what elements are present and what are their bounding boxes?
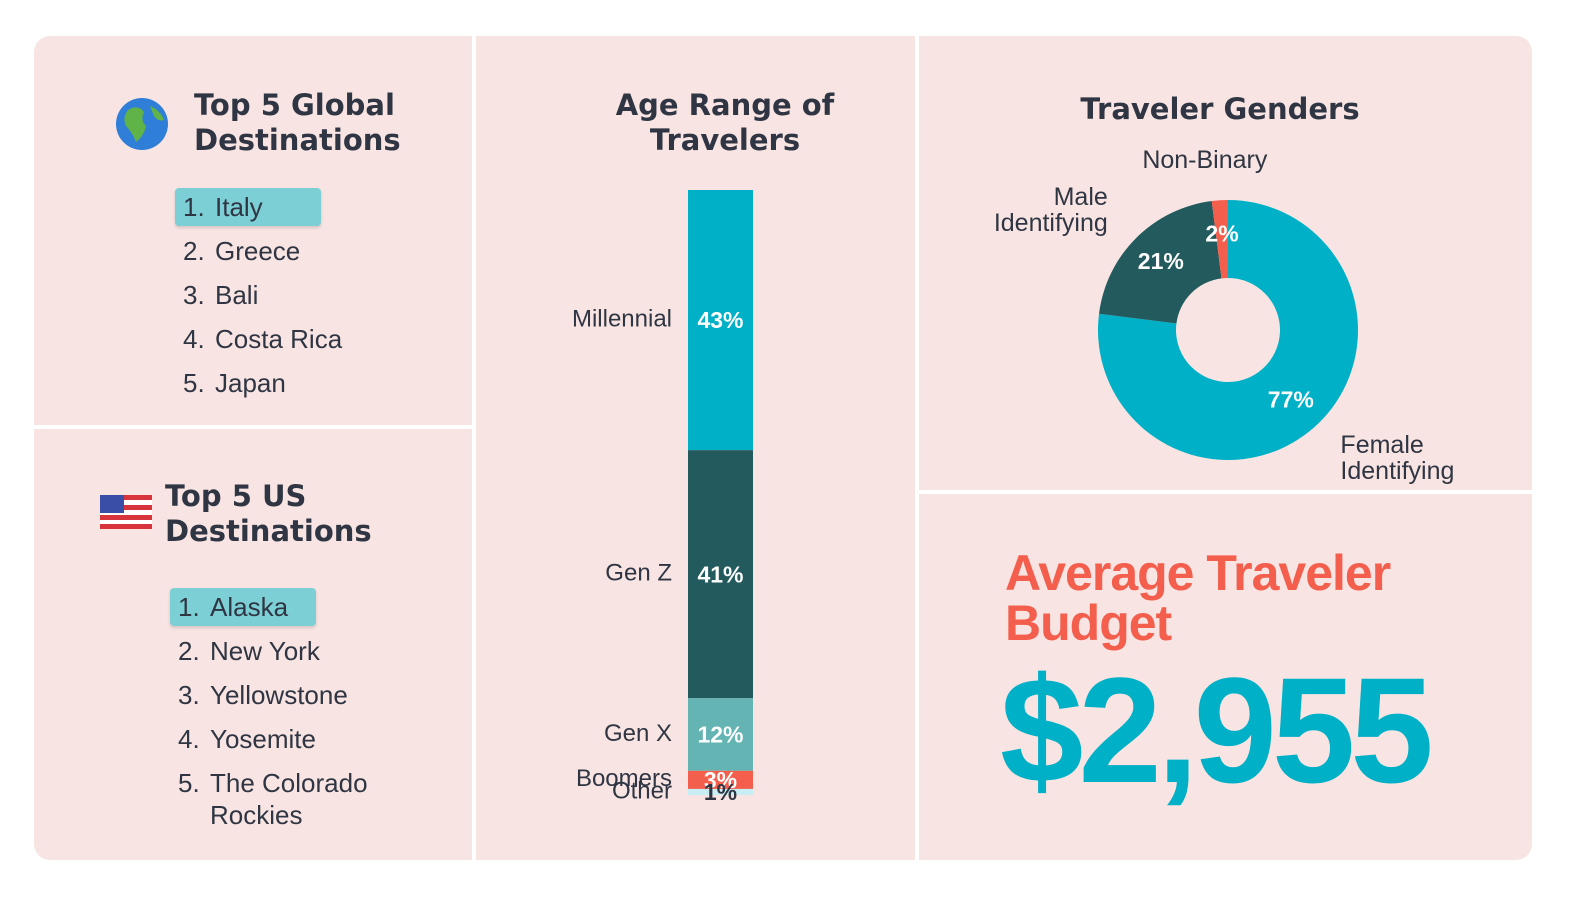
item-name: Yellowstone — [210, 680, 348, 710]
global-panel — [34, 36, 472, 425]
list-item: 2. New York — [170, 632, 328, 670]
bar-segment — [688, 450, 753, 699]
category-label: Gen Z — [605, 560, 672, 587]
budget-panel — [919, 494, 1532, 860]
item-rank: 2. — [183, 236, 205, 266]
donut-slice — [1098, 200, 1358, 460]
item-rank: 4. — [178, 724, 200, 754]
item-name: Greece — [215, 236, 301, 266]
bar-segment — [688, 770, 753, 789]
list-item: 3. Yellowstone — [170, 676, 356, 714]
item-rank: 5. — [178, 768, 200, 798]
category-label: Non-Binary — [1142, 146, 1268, 175]
category-label: Female Identifying — [1340, 430, 1455, 485]
list-item: 5. The Colorado Rockies — [170, 764, 406, 834]
value-label: 21% — [1138, 248, 1184, 274]
budget-title: Average Traveler Budget — [1005, 545, 1391, 651]
item-rank: 2. — [178, 636, 200, 666]
donut-slice — [1099, 201, 1222, 324]
age-title: Age Range of Travelers — [615, 88, 835, 157]
item-name: Yosemite — [210, 724, 316, 754]
item-name: New York — [210, 636, 320, 666]
list-item: 4. Yosemite — [170, 720, 324, 758]
list-item: 2. Greece — [175, 232, 308, 270]
bar-segment — [688, 788, 753, 795]
category-label: Millennial — [572, 305, 672, 332]
item-name: Italy — [215, 192, 263, 222]
us-title: Top 5 US Destinations — [165, 479, 372, 548]
category-label: Male Identifying — [993, 182, 1108, 237]
item-name: Bali — [215, 280, 259, 310]
flag-icon — [100, 495, 152, 529]
gender-title: Traveler Genders — [1080, 92, 1360, 126]
item-name: Japan — [215, 368, 286, 398]
item-rank: 5. — [183, 368, 205, 398]
us-list: 1. Alaska 2. New York 3. Yellowstone 4. Yosemit… — [170, 588, 406, 840]
item-rank: 4. — [183, 324, 205, 354]
value-label: 3% — [704, 767, 737, 793]
list-item: 4. Costa Rica — [175, 320, 350, 358]
item-rank: 1. — [178, 592, 200, 622]
value-label: 43% — [697, 307, 743, 333]
item-rank: 3. — [183, 280, 205, 310]
global-list: 1. Italy 2. Greece 3. Bali 4. Costa Rica 5. Japan — [175, 188, 350, 408]
globe-icon — [116, 98, 168, 150]
value-label: 2% — [1205, 220, 1238, 246]
item-name: Alaska — [210, 592, 289, 622]
item-name: Costa Rica — [215, 324, 343, 354]
category-label: Boomers — [576, 765, 672, 792]
item-rank: 3. — [178, 680, 200, 710]
value-label: 41% — [697, 561, 743, 587]
value-label: 77% — [1268, 386, 1314, 412]
item-name: The Colorado Rockies — [210, 768, 368, 830]
global-title: Top 5 Global Destinations — [194, 88, 401, 157]
list-item: 5. Japan — [175, 364, 294, 402]
item-rank: 1. — [183, 192, 205, 222]
list-item: 1. Italy — [175, 188, 321, 226]
bar-segment — [688, 190, 753, 451]
list-item: 1. Alaska — [170, 588, 316, 626]
value-label: 1% — [704, 779, 737, 805]
donut-slice — [1211, 200, 1228, 279]
bar-segment — [688, 698, 753, 771]
budget-value: $2,955 — [1000, 646, 1434, 814]
category-label: Gen X — [604, 720, 672, 747]
value-label: 12% — [697, 722, 743, 748]
list-item: 3. Bali — [175, 276, 266, 314]
category-label: Other — [612, 777, 672, 804]
